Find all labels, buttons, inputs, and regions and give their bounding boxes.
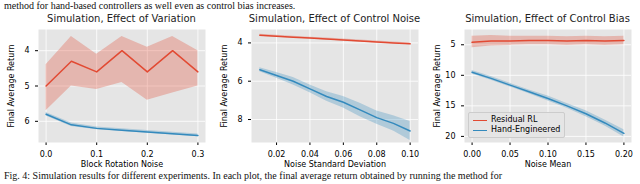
html-text:Simulation, Effect of Control: Simulation, Effect of Control Bias: [465, 13, 630, 24]
svg-text:6: 6: [24, 117, 29, 126]
svg-text:20: 20: [445, 132, 455, 141]
svg-text:0.20: 0.20: [615, 150, 633, 159]
svg-text:4: 4: [24, 46, 29, 55]
svg-text:0.02: 0.02: [268, 150, 286, 159]
svg-text:10: 10: [445, 71, 455, 80]
svg-text:Final Average Return: Final Average Return: [220, 45, 229, 128]
html-text:Residual RL: Residual RL: [491, 115, 538, 124]
svg-text:Final Average Return: Final Average Return: [7, 45, 16, 128]
html-text:Simulation, Effect of Variatio: Simulation, Effect of Variation: [47, 13, 196, 24]
svg-text:15: 15: [445, 101, 455, 110]
svg-text:0.04: 0.04: [301, 150, 319, 159]
svg-text:0.2: 0.2: [141, 150, 154, 159]
html-text:Fig. 4: Simulation results for: Fig. 4: Simulation results for different…: [4, 170, 502, 181]
html-text:Hand-Engineered: Hand-Engineered: [491, 125, 561, 134]
svg-text:0.05: 0.05: [501, 150, 519, 159]
svg-text:0.08: 0.08: [368, 150, 386, 159]
svg-text:4: 4: [237, 38, 242, 47]
svg-text:0.15: 0.15: [577, 150, 595, 159]
svg-text:Block Rotation Noise: Block Rotation Noise: [81, 160, 163, 169]
svg-text:0.10: 0.10: [401, 150, 419, 159]
svg-text:5: 5: [24, 82, 29, 91]
svg-text:0.0: 0.0: [40, 150, 53, 159]
html-text:method for hand-based controll: method for hand-based controllers as wel…: [4, 0, 296, 11]
svg-text:5: 5: [450, 40, 455, 49]
svg-text:Final Average Return: Final Average Return: [433, 45, 442, 128]
svg-text:Noise Mean: Noise Mean: [525, 160, 572, 169]
svg-text:0.10: 0.10: [539, 150, 557, 159]
svg-text:Noise Standard Deviation: Noise Standard Deviation: [284, 160, 386, 169]
svg-text:8: 8: [237, 115, 242, 124]
svg-text:0.06: 0.06: [334, 150, 352, 159]
svg-text:0.00: 0.00: [463, 150, 481, 159]
svg-text:0.3: 0.3: [192, 150, 205, 159]
svg-text:0.1: 0.1: [90, 150, 103, 159]
svg-text:6: 6: [237, 77, 242, 86]
html-text:Simulation, Effect of Control: Simulation, Effect of Control Noise: [248, 13, 421, 24]
